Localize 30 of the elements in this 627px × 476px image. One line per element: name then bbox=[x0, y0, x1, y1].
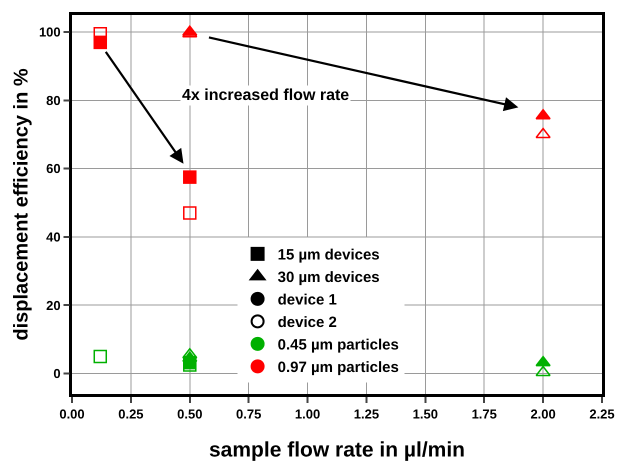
x-tick-label: 0.75 bbox=[236, 406, 262, 422]
y-tick-label: 80 bbox=[46, 92, 61, 108]
x-tick-label: 0.50 bbox=[177, 406, 202, 422]
legend-label: device 1 bbox=[278, 292, 337, 309]
point bbox=[183, 206, 197, 220]
legend-label: 30 µm devices bbox=[278, 269, 380, 286]
x-tick-label: 1.75 bbox=[472, 406, 497, 422]
point bbox=[94, 350, 108, 364]
y-tick-label: 0 bbox=[53, 366, 61, 382]
x-tick-label: 2.00 bbox=[530, 406, 556, 422]
legend-label: 0.45 µm particles bbox=[278, 336, 399, 354]
y-tick-label: 60 bbox=[46, 161, 61, 176]
x-axis-title: sample flow rate in µl/min bbox=[209, 438, 465, 462]
y-tick-label: 100 bbox=[38, 24, 61, 40]
y-tick-label: 40 bbox=[46, 229, 61, 244]
point bbox=[183, 170, 197, 184]
annotation: 4x increased flow rate bbox=[182, 87, 350, 104]
point bbox=[182, 348, 198, 358]
x-tick-label: 1.25 bbox=[354, 406, 380, 422]
x-tick-label: 0.25 bbox=[118, 406, 144, 422]
x-tick-label: 1.50 bbox=[412, 406, 438, 422]
x-tick-label: 1.00 bbox=[294, 406, 320, 422]
legend-label: 15 µm devices bbox=[278, 246, 380, 264]
point bbox=[94, 27, 108, 41]
y-tick-label: 20 bbox=[46, 298, 61, 313]
legend-label: device 2 bbox=[278, 314, 337, 332]
x-tick-label: 2.25 bbox=[589, 406, 615, 422]
x-tick-label: 0.00 bbox=[59, 406, 85, 422]
legend-label: 0.97 µm particles bbox=[278, 359, 399, 376]
y-axis-title: displacement efficiency in % bbox=[10, 68, 32, 341]
